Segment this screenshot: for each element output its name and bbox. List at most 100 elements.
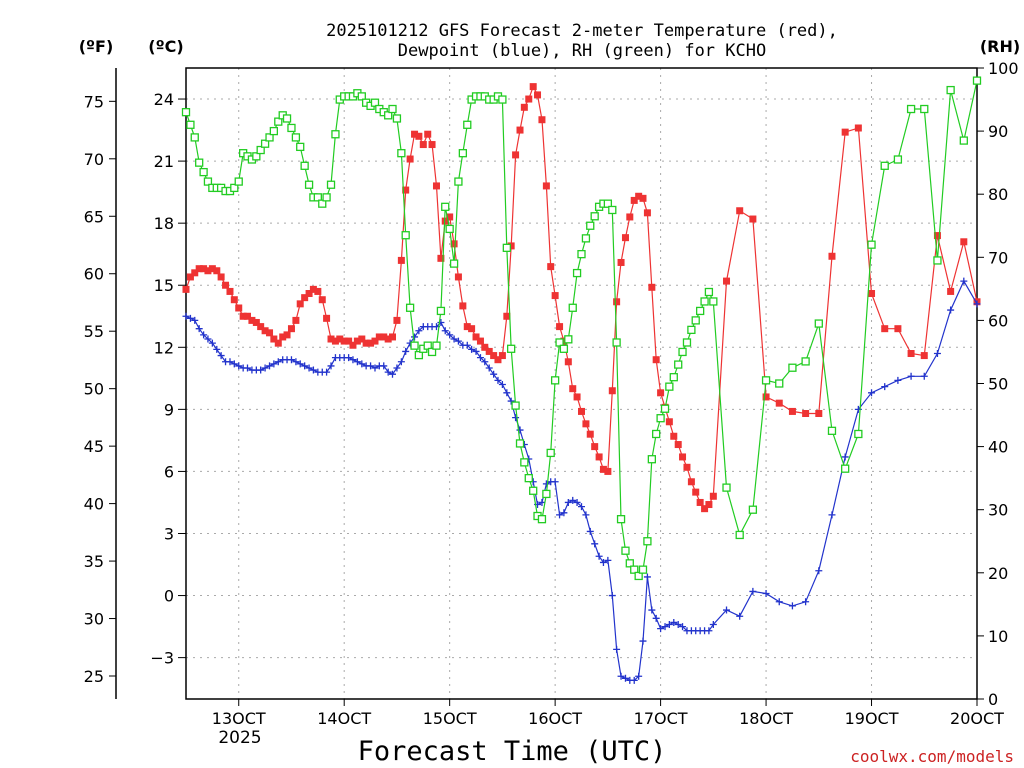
- dewpoint-point: [411, 333, 419, 341]
- temperature-point: [560, 337, 568, 345]
- rh-point: [814, 319, 823, 328]
- rh-point: [502, 243, 511, 252]
- temperature-point: [375, 333, 383, 341]
- rh-point: [432, 341, 441, 350]
- temperature-point: [512, 151, 520, 159]
- temperature-point: [788, 407, 796, 415]
- rh-point: [274, 117, 283, 126]
- rh-point: [427, 347, 437, 357]
- dewpoint-point: [186, 314, 194, 322]
- rh-tick-label: 60: [988, 311, 1008, 330]
- dewpoint-point: [556, 511, 564, 519]
- series-dewpoint: [182, 277, 981, 684]
- rh-point: [959, 136, 968, 145]
- temperature-point: [947, 287, 955, 295]
- rh-point: [384, 111, 393, 120]
- temperature-point: [305, 290, 313, 298]
- celsius-tick-label: 21: [154, 152, 174, 171]
- rh-point: [555, 338, 564, 347]
- rh-point: [498, 95, 507, 104]
- temperature-point: [652, 356, 660, 364]
- rh-point: [827, 426, 837, 435]
- rh-point: [906, 104, 916, 114]
- temperature-point: [687, 478, 695, 486]
- year-label: 2025: [218, 728, 261, 748]
- temperature-point: [266, 329, 274, 337]
- temperature-point: [195, 265, 203, 273]
- rh-point: [634, 571, 643, 581]
- rh-point: [454, 177, 463, 186]
- x-axis-title: Forecast Time (UTC): [358, 736, 667, 767]
- rh-point: [581, 234, 591, 243]
- dewpoint-point: [635, 672, 643, 680]
- rh-point: [507, 344, 516, 353]
- temperature-point: [389, 333, 397, 341]
- rh-point: [652, 429, 661, 439]
- dewpoint-point: [573, 498, 581, 506]
- rh-point: [529, 486, 538, 495]
- axes: −3 0 3 6 9 12 15 18 21 24 25 30 35 40 45 50 55 60 65 70 75 0 1…: [84, 59, 1019, 728]
- rh-point: [696, 306, 705, 316]
- celsius-tick-label: 0: [164, 587, 174, 606]
- rh-point: [296, 142, 305, 152]
- dewpoint-point: [569, 496, 577, 504]
- dewpoint-point: [661, 623, 669, 631]
- rh-point: [537, 515, 547, 524]
- rh-point: [586, 221, 595, 230]
- temperature-point: [327, 335, 335, 343]
- temperature-point: [639, 194, 647, 202]
- dewpoint-point: [503, 389, 511, 397]
- temperature-point: [907, 350, 915, 358]
- dewpoint-point: [402, 347, 410, 355]
- rh-point: [735, 530, 744, 540]
- dewpoint-point: [463, 341, 471, 349]
- temperature-point: [679, 453, 687, 461]
- temperature-point: [226, 287, 234, 295]
- dewpoint-point: [217, 352, 225, 360]
- temperature-point: [446, 213, 454, 221]
- rh-point: [687, 325, 696, 335]
- rh-point: [458, 149, 468, 158]
- dewpoint-point: [947, 306, 955, 314]
- dewpoint-point: [920, 372, 928, 380]
- rh-point: [678, 347, 687, 357]
- unit-label-fahrenheit: (ºF): [79, 37, 114, 56]
- dewpoint-point: [551, 478, 559, 486]
- rh-point: [463, 120, 472, 129]
- rh-point: [265, 133, 274, 142]
- temperature-point: [564, 358, 572, 366]
- temperature-point: [542, 182, 550, 190]
- fahrenheit-tick-label: 25: [84, 667, 104, 686]
- fahrenheit-tick-label: 40: [84, 495, 104, 514]
- rh-point: [203, 177, 213, 186]
- dewpoint-point: [353, 358, 361, 366]
- temperature-point: [617, 258, 625, 266]
- temperature-point: [472, 333, 480, 341]
- dewpoint-point: [309, 366, 317, 374]
- dewpoint-point: [630, 676, 638, 684]
- rh-point: [867, 240, 876, 249]
- temperature-point: [301, 294, 309, 302]
- temperature-point: [643, 209, 651, 217]
- temperature-point: [894, 325, 902, 333]
- temperature-point: [503, 312, 511, 320]
- dewpoint-line: [185, 279, 978, 682]
- dewpoint-point: [643, 573, 651, 581]
- temperature-point: [230, 296, 238, 304]
- dewpoint-point: [802, 598, 810, 606]
- temperature-point: [868, 290, 876, 298]
- temperature-point: [960, 238, 968, 246]
- rh-point: [880, 161, 889, 170]
- rh-point: [282, 114, 292, 123]
- dewpoint-point: [191, 316, 199, 324]
- dewpoint-point: [762, 589, 770, 597]
- dewpoint-point: [973, 300, 981, 308]
- temperature-point: [182, 285, 190, 293]
- unit-label-rh: (RH): [980, 37, 1020, 56]
- dewpoint-point: [578, 503, 585, 511]
- temperature-point: [406, 155, 414, 163]
- rh-tick-label: 30: [988, 501, 1008, 520]
- temperature-point: [424, 130, 432, 138]
- dewpoint-point: [208, 339, 216, 347]
- dewpoint-point: [266, 362, 274, 370]
